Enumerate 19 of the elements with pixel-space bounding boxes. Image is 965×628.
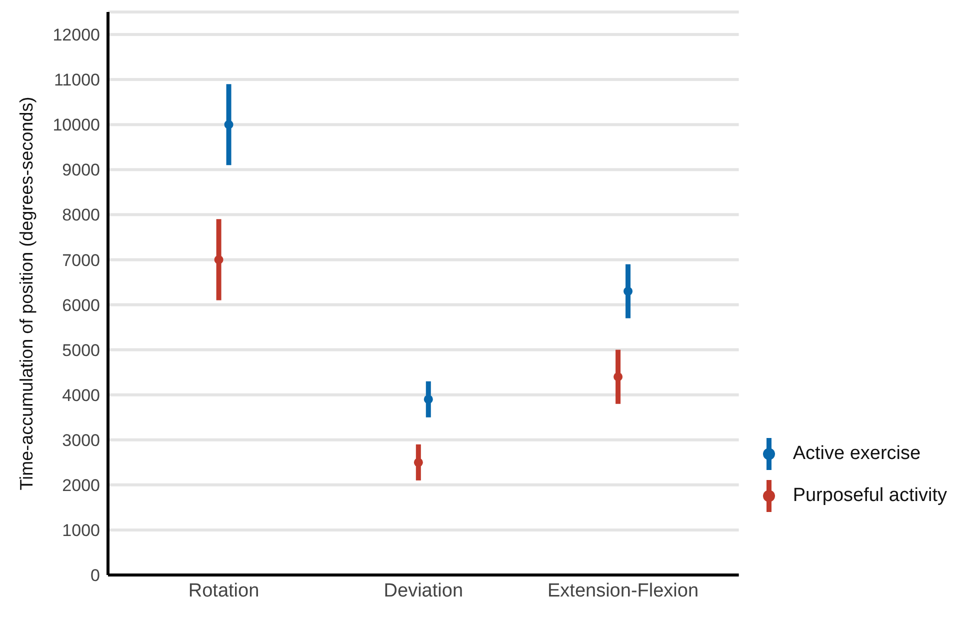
y-tick-label: 11000 [54,70,100,90]
y-tick-label: 2000 [62,476,100,495]
y-tick-label: 7000 [62,250,100,270]
y-axis-title: Time-accumulation of position (degrees-seconds) [16,96,36,490]
legend-label: Active exercise [792,443,921,465]
y-tick-label: 8000 [62,206,100,225]
y-tick-label: 0 [90,566,100,586]
y-tick-label: 3000 [62,430,100,450]
y-tick-label: 6000 [62,296,100,315]
legend-label: Purposeful activity [792,485,947,507]
x-tick-label: Deviation [384,580,464,602]
x-tick-label: Extension-Flexion [548,580,699,602]
y-tick-label: 12000 [52,26,100,45]
y-tick-label: 10000 [52,116,100,135]
y-tick-label: 4000 [62,386,100,405]
y-tick-label: 9000 [62,160,100,180]
y-tick-label: 5000 [62,340,100,360]
y-tick-label: 1000 [62,520,100,540]
x-tick-label: Rotation [188,580,260,602]
